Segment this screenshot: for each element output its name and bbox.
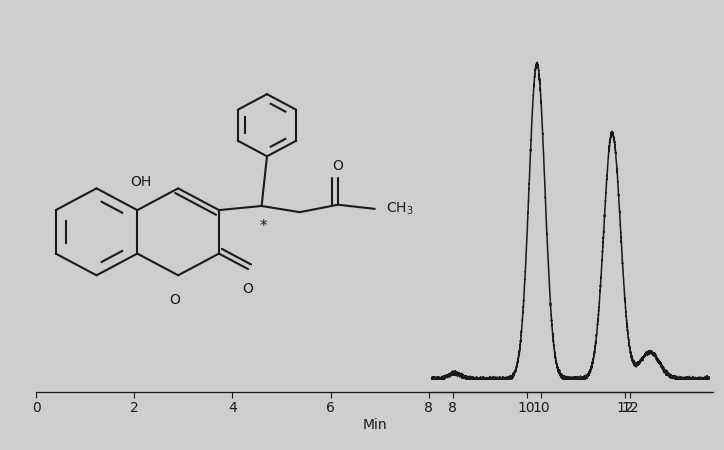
Text: O: O [169, 292, 180, 307]
Text: O: O [243, 282, 253, 297]
X-axis label: Min: Min [362, 418, 387, 432]
Text: O: O [332, 159, 343, 173]
Text: OH: OH [131, 175, 152, 189]
Text: CH$_3$: CH$_3$ [386, 201, 413, 217]
Text: *: * [260, 219, 268, 234]
